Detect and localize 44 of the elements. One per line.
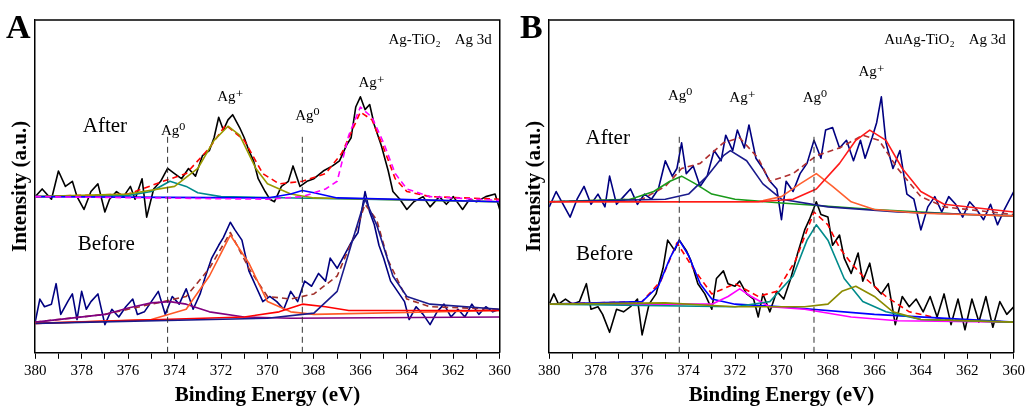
x-tick-label: 364 <box>395 361 419 378</box>
x-axis-title: Binding Energy (eV) <box>688 381 875 406</box>
annotation: Ag⁰ <box>160 122 186 139</box>
x-tick-label: 376 <box>116 361 140 378</box>
x-tick-label: 372 <box>209 361 233 378</box>
x-tick-label: 364 <box>909 361 933 378</box>
text: Ag 3d <box>454 31 493 47</box>
x-tick-label: 368 <box>816 361 840 378</box>
y-axis-title: Intensity (a.u.) <box>521 120 546 253</box>
x-tick-label: 366 <box>349 361 373 378</box>
x-tick-label: 376 <box>630 361 654 378</box>
x-tick-label: 368 <box>302 361 326 378</box>
chart-title: B <box>520 8 543 45</box>
x-tick-label: 360 <box>488 361 511 378</box>
text: Ag 3d <box>968 31 1007 47</box>
x-tick-label: 360 <box>1002 361 1025 378</box>
x-tick-label: 378 <box>70 361 93 378</box>
annotation: Ag⁰ <box>802 88 828 105</box>
x-tick-label: 366 <box>863 361 887 378</box>
annotation: After <box>82 113 128 138</box>
text: Ag-TiO₂ <box>388 31 441 47</box>
x-axis-title: Binding Energy (eV) <box>174 381 361 406</box>
x-tick-label: 380 <box>537 361 561 378</box>
x-tick-label: 362 <box>956 361 979 378</box>
x-tick-label: 378 <box>584 361 607 378</box>
text: AuAg-TiO₂ <box>884 31 955 47</box>
annotation: Ag⁺ <box>217 88 244 105</box>
x-tick-label: 374 <box>677 361 701 378</box>
y-axis-title: Intensity (a.u.) <box>7 120 32 253</box>
annotation: Ag⁰ <box>295 107 320 124</box>
chart-title: A <box>6 8 31 45</box>
annotation: Ag⁰ <box>668 86 693 103</box>
annotation: Before <box>77 231 135 256</box>
annotation: After <box>585 125 630 150</box>
x-tick-label: 374 <box>163 361 187 378</box>
text: Ag⁺ <box>358 73 385 90</box>
text: Ag⁺ <box>858 63 885 80</box>
annotation: Ag⁺ <box>729 88 756 105</box>
x-tick-label: 372 <box>723 361 747 378</box>
annotation: Before <box>575 241 634 266</box>
x-tick-label: 362 <box>442 361 465 378</box>
x-tick-label: 370 <box>256 361 279 378</box>
x-tick-label: 370 <box>770 361 793 378</box>
x-tick-label: 380 <box>23 361 47 378</box>
